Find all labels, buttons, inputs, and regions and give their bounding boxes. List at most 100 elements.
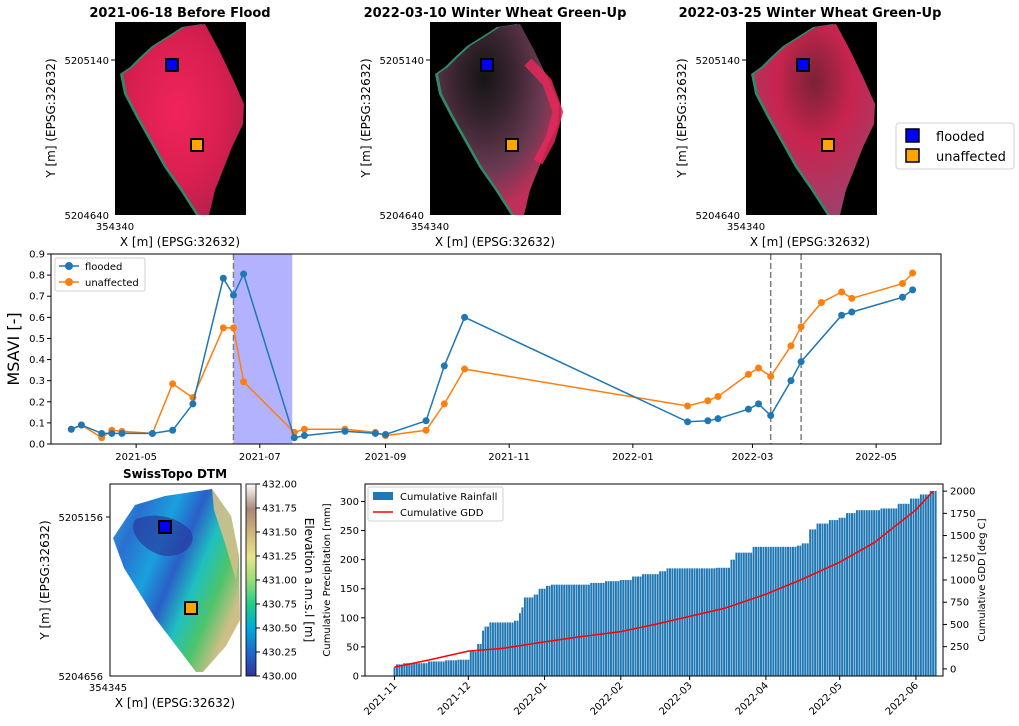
- rainfall-bar: [750, 552, 753, 676]
- point-unaffected: [461, 365, 469, 373]
- field-raster: [754, 24, 875, 215]
- msavi-xtick-label: 2021-07: [239, 452, 281, 463]
- rainfall-bar: [681, 568, 684, 676]
- rainfall-bar: [779, 546, 782, 676]
- rainfall-bar: [455, 660, 457, 676]
- legend-flooded-label: flooded: [85, 262, 122, 273]
- rainfall-bar: [900, 503, 903, 676]
- rainfall-bar: [855, 510, 858, 676]
- rainfall-bar: [521, 607, 524, 676]
- rainfall-bar: [509, 622, 512, 676]
- msavi-legend: flooded unaffected: [54, 257, 146, 292]
- rain-ytick-label: 50: [346, 642, 359, 653]
- rainfall-bar: [405, 663, 408, 676]
- msavi-ytick-label: 0.8: [29, 271, 45, 282]
- rain-ytick-label: 100: [340, 613, 359, 624]
- rainfall-bar: [673, 568, 676, 676]
- field-raster: [438, 24, 559, 215]
- rainfall-bar: [934, 490, 937, 676]
- point-flooded: [148, 429, 156, 437]
- satellite-ytick-label: 5205140: [379, 56, 424, 67]
- rainfall-bar: [740, 552, 743, 676]
- msavi-ylabel: MSAVI [-]: [4, 312, 23, 385]
- point-flooded: [898, 293, 906, 301]
- rainfall-bar: [609, 581, 612, 676]
- point-flooded: [787, 377, 795, 385]
- rainfall-bar: [452, 660, 455, 676]
- msavi-ytick-label: 0.5: [29, 334, 45, 345]
- rainfall-bar: [555, 584, 558, 676]
- rainfall-bar: [501, 622, 504, 676]
- rain-xtick-label: 2021-12: [436, 680, 473, 717]
- rainfall-bar: [432, 661, 435, 676]
- gdd-ytick-label: 0: [950, 664, 956, 675]
- point-flooded: [67, 425, 75, 433]
- flooded-marker-icon: [905, 128, 920, 143]
- gdd-ytick-label: 1000: [950, 576, 975, 587]
- rainfall-bar: [799, 545, 802, 676]
- rainfall-bar: [777, 546, 780, 676]
- rainfall-bar: [445, 660, 448, 676]
- flooded-marker: [796, 58, 810, 72]
- field-raster: [123, 24, 244, 215]
- point-flooded: [118, 429, 126, 437]
- rainfall-bar: [612, 581, 615, 676]
- point-unaffected: [787, 342, 795, 350]
- rainfall-bar: [563, 584, 566, 676]
- rainfall-bar: [853, 513, 856, 676]
- satellite-xtick-label: 354340: [727, 222, 765, 233]
- rainfall-bar: [816, 523, 819, 676]
- rainfall-bar: [634, 576, 637, 676]
- rainfall-bar: [553, 584, 556, 676]
- rainfall-bar: [418, 663, 421, 676]
- satellite-ybottom-label: 5204640: [379, 211, 424, 222]
- satellite-panel-title: 2022-03-25 Winter Wheat Green-Up: [679, 6, 942, 21]
- rainfall-bar: [619, 580, 622, 676]
- rainfall-bar: [789, 546, 792, 676]
- rainfall-bar: [518, 613, 521, 676]
- rain-xtick-label: 2022-05: [807, 680, 844, 717]
- rainfall-bar: [801, 543, 804, 676]
- satellite-ybottom-label: 5204640: [64, 211, 109, 222]
- rainfall-bar: [910, 498, 913, 676]
- rainfall-bar: [644, 574, 647, 676]
- rainfall-bar: [435, 661, 438, 676]
- rainfall-bar: [851, 513, 853, 676]
- colorbar-tick-label: 430.50: [262, 624, 297, 635]
- point-flooded: [341, 427, 349, 435]
- point-flooded: [169, 426, 177, 434]
- dtm-ytick-label: 5205156: [58, 513, 103, 524]
- flood-period-span: [233, 254, 293, 444]
- point-unaffected: [219, 324, 227, 332]
- point-flooded: [909, 286, 917, 294]
- satellite-ytick-label: 5205140: [64, 56, 109, 67]
- rainfall-bar: [450, 660, 453, 676]
- msavi-ytick-label: 0.7: [29, 292, 45, 303]
- rainfall-bar: [924, 494, 927, 676]
- rainfall-bar: [683, 568, 686, 676]
- msavi-axes-frame: [50, 253, 942, 445]
- rain-xtick-label: 2022-03: [657, 680, 694, 717]
- rainfall-bar: [767, 546, 770, 676]
- rainfall-bar: [484, 626, 487, 676]
- rainfall-bar: [929, 490, 932, 676]
- rainfall-bar: [664, 571, 667, 676]
- dtm-high-area: [212, 489, 239, 580]
- point-unaffected: [684, 402, 692, 410]
- rainfall-bar: [514, 620, 517, 676]
- rainfall-bar: [700, 568, 703, 676]
- legend-rainfall-swatch: [373, 492, 393, 500]
- rainfall-bar: [902, 503, 905, 676]
- satellite-ybottom-label: 5204640: [695, 211, 740, 222]
- msavi-xtick-label: 2021-09: [365, 452, 407, 463]
- rainfall-bar: [914, 498, 917, 676]
- point-unaffected: [744, 370, 752, 378]
- point-unaffected: [755, 364, 763, 372]
- rainfall-bar: [848, 513, 851, 676]
- rain-ytick-label: 150: [340, 584, 359, 595]
- flooded-marker: [480, 58, 494, 72]
- rainfall-bar: [730, 559, 733, 676]
- rainfall-bar: [696, 568, 699, 676]
- legend-gdd-label: Cumulative GDD: [400, 508, 484, 519]
- gdd-ytick-label: 1500: [950, 531, 975, 542]
